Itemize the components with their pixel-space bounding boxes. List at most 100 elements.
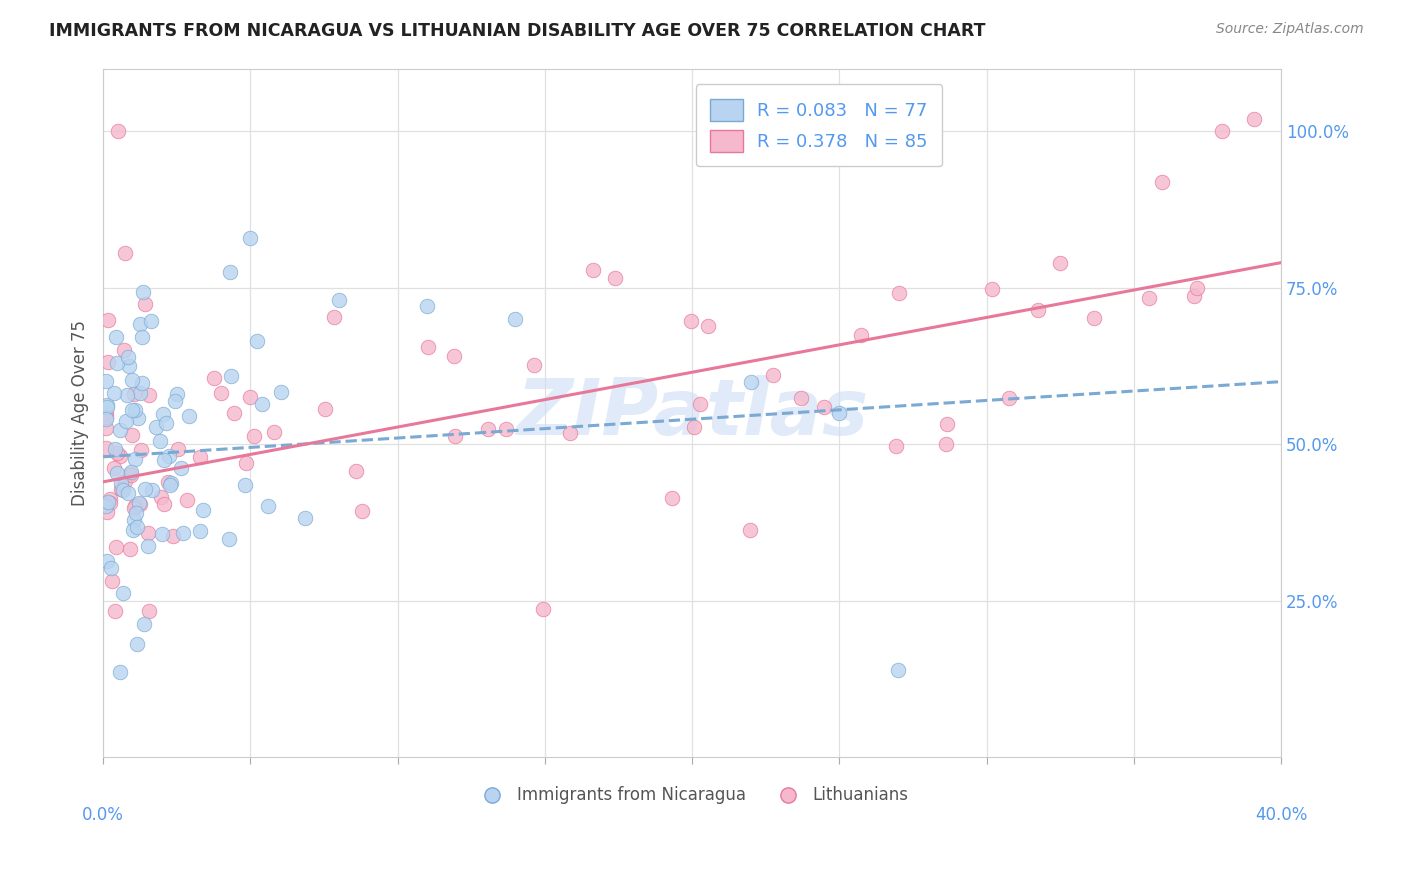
Point (531, 602, 554, 616)
Text: ZIPatlas: ZIPatlas (516, 375, 868, 451)
Point (122, 386, 145, 401)
Point (145, 419, 167, 434)
Point (149, 434, 172, 448)
Point (138, 604, 160, 618)
Point (134, 482, 156, 496)
Point (328, 293, 350, 308)
Point (97, 494, 120, 508)
Point (104, 604, 127, 618)
Point (134, 297, 156, 311)
Point (219, 265, 242, 279)
Point (152, 497, 174, 511)
Point (96, 406, 118, 420)
Point (112, 483, 135, 497)
Point (150, 526, 173, 541)
Point (149, 490, 172, 504)
Point (235, 456, 257, 470)
Point (105, 356, 128, 370)
Point (136, 539, 159, 553)
Point (108, 665, 131, 680)
Point (1026, 302, 1049, 317)
Point (239, 230, 262, 244)
Point (681, 314, 703, 328)
Point (155, 416, 177, 430)
Point (887, 663, 910, 677)
Point (661, 491, 683, 506)
Point (94, 409, 117, 424)
Point (162, 528, 184, 542)
Point (96, 505, 118, 519)
Point (156, 475, 179, 489)
Point (105, 466, 128, 480)
Point (115, 413, 138, 427)
Text: 40.0%: 40.0% (1254, 805, 1308, 823)
Point (163, 394, 186, 409)
Point (118, 541, 141, 556)
Point (191, 503, 214, 517)
Point (98, 491, 121, 506)
Point (160, 475, 183, 490)
Point (689, 397, 711, 411)
Point (209, 385, 232, 400)
Point (100, 561, 122, 575)
Point (121, 427, 143, 442)
Text: IMMIGRANTS FROM NICARAGUA VS LITHUANIAN DISABILITY AGE OVER 75 CORRELATION CHART: IMMIGRANTS FROM NICARAGUA VS LITHUANIAN … (49, 22, 986, 40)
Point (98, 496, 121, 510)
Point (125, 520, 148, 534)
Point (314, 401, 336, 416)
Point (166, 442, 188, 456)
Point (111, 483, 134, 497)
Point (344, 464, 367, 478)
Point (443, 349, 465, 363)
Point (233, 477, 256, 491)
Point (105, 541, 128, 555)
Point (96, 398, 118, 412)
Point (129, 443, 152, 458)
Point (104, 442, 127, 456)
Point (122, 513, 145, 527)
Point (124, 452, 146, 467)
Point (114, 245, 136, 260)
Point (103, 460, 125, 475)
Point (505, 312, 527, 326)
Point (166, 387, 188, 401)
Point (104, 330, 127, 344)
Point (1185, 281, 1208, 295)
Point (250, 397, 273, 411)
Point (136, 526, 159, 541)
Point (94, 499, 117, 513)
Point (523, 358, 546, 372)
Point (176, 493, 198, 508)
Point (762, 368, 785, 382)
Point (1083, 310, 1105, 325)
Point (697, 319, 720, 334)
Point (813, 400, 835, 414)
Point (96, 554, 118, 568)
Point (131, 330, 153, 344)
Point (188, 450, 211, 464)
Point (120, 467, 142, 482)
Point (416, 340, 439, 354)
Point (118, 467, 141, 482)
Point (124, 500, 146, 514)
Point (94, 421, 117, 435)
Point (107, 124, 129, 138)
Point (129, 497, 152, 511)
Point (350, 504, 373, 518)
Point (263, 425, 285, 439)
Point (242, 429, 264, 443)
Point (188, 524, 211, 538)
Point (132, 617, 155, 632)
Point (121, 403, 143, 417)
Point (152, 407, 174, 421)
Point (981, 281, 1004, 295)
Point (122, 500, 145, 515)
Point (125, 506, 148, 520)
Point (103, 385, 125, 400)
Point (270, 385, 292, 400)
Point (94, 374, 117, 388)
Point (131, 285, 153, 300)
Text: 0.0%: 0.0% (82, 805, 124, 823)
Point (740, 375, 762, 389)
Point (998, 391, 1021, 405)
